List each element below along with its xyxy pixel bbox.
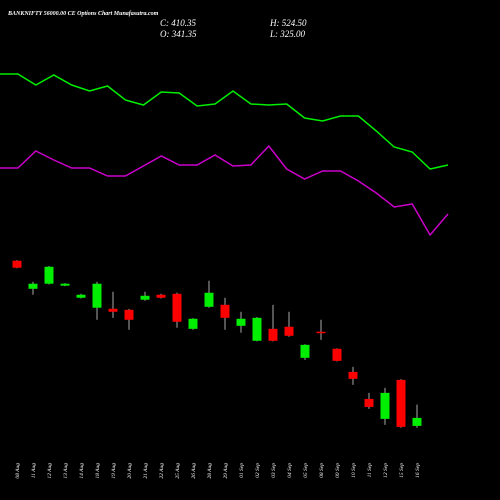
x-tick-label: 28 Aug [207,463,213,479]
candle-body [252,317,262,341]
x-tick-label: 21 Aug [143,463,149,479]
ohlc-label: C: 410.35 [160,18,197,28]
x-tick-label: 26 Aug [191,463,197,479]
x-tick-label: 18 Aug [95,463,101,479]
candle-body [284,326,294,336]
candle-body [364,398,374,407]
x-tick-label: 01 Sep [239,463,245,478]
candle-body [412,417,422,426]
x-tick-label: 15 Sep [399,463,405,478]
x-tick-label: 14 Aug [78,463,85,479]
x-tick-label: 16 Sep [415,463,421,478]
ohlc-label: O: 341.35 [160,29,197,39]
x-tick-label: 03 Sep [271,463,277,478]
candle-body [28,283,38,289]
candle-body [236,318,246,326]
candle-body [204,292,214,307]
indicator-line [0,144,449,237]
candle-body [172,293,182,322]
x-tick-label: 10 Sep [351,463,357,478]
candle-body [188,318,198,329]
candle-body [60,283,70,286]
x-tick-label: 05 Sep [303,463,309,478]
x-tick-label: 25 Aug [175,463,181,479]
chart-title: BANKNIFTY 56000.00 CE Options Chart Muna… [7,11,159,17]
candle-body [124,309,134,320]
x-tick-label: 08 Aug [15,463,21,479]
candle-body [268,328,278,341]
candle-body [44,266,54,284]
indicator-line [0,73,449,170]
x-tick-label: 12 Aug [47,463,53,479]
candle-body [12,260,22,268]
candle-body [156,294,166,298]
candle-body [300,344,310,358]
x-tick-label: 11 Aug [31,463,37,478]
x-tick-label: 09 Sep [335,463,341,478]
x-tick-label: 19 Aug [111,463,117,479]
ohlc-label: L: 325.00 [269,29,306,39]
candle-body [140,295,150,300]
candle-body [396,379,406,427]
x-tick-label: 02 Sep [255,463,261,478]
ohlc-label: H: 524.50 [269,18,307,28]
x-tick-label: 20 Aug [127,463,133,479]
x-tick-label: 08 Sep [319,463,325,478]
x-tick-label: 12 Sep [383,463,389,478]
x-tick-label: 29 Aug [223,463,229,479]
x-tick-label: 11 Sep [367,463,373,478]
candle-body [220,304,230,318]
x-tick-label: 22 Aug [159,463,165,479]
x-tick-label: 04 Sep [286,463,293,478]
candle-body [92,283,102,308]
candle-body [348,371,358,379]
candle-body [332,348,342,361]
x-tick-label: 13 Aug [63,463,69,479]
candle-body [380,392,390,419]
candle-body [108,308,118,312]
candle-body [316,331,326,334]
candle-body [76,294,86,298]
